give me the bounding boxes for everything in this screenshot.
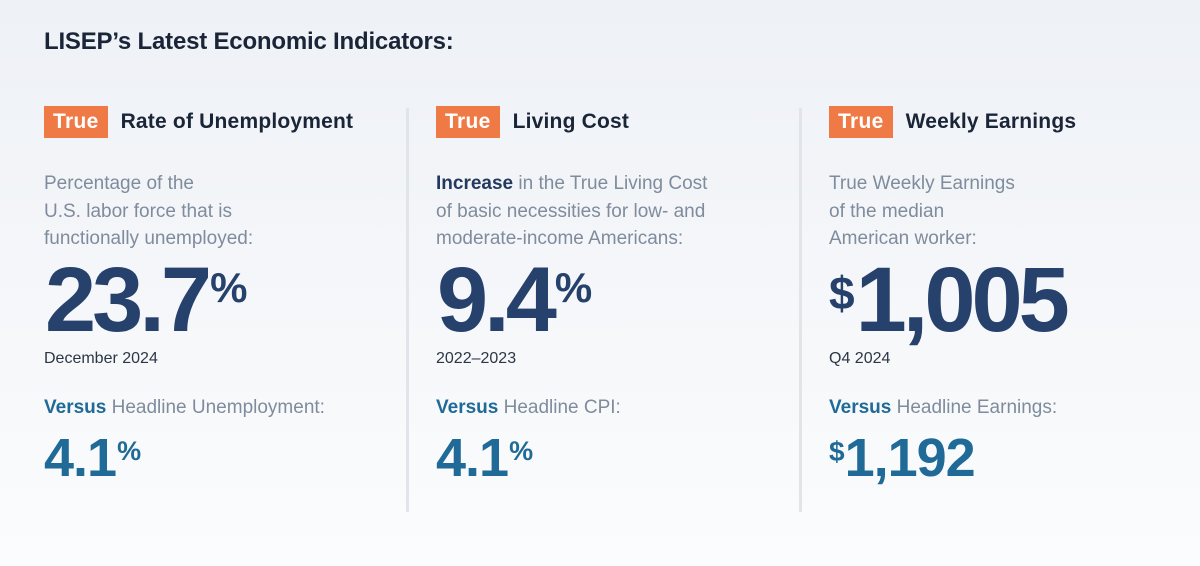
card-title: Rate of Unemployment: [120, 110, 354, 133]
card-header: True Living Cost: [436, 106, 629, 138]
value-number: 1,192: [844, 428, 976, 488]
description-line: American worker:: [829, 228, 977, 249]
page-title: LISEP’s Latest Economic Indicators:: [44, 28, 454, 55]
value-suffix: %: [117, 436, 142, 466]
description-line: True Weekly Earnings: [829, 173, 1015, 194]
true-value: $ 1,005: [829, 249, 1070, 351]
indicator-description: Percentage of the U.S. labor force that …: [44, 170, 384, 253]
true-value: 9.4 %: [436, 250, 592, 350]
value-prefix: $: [829, 436, 845, 467]
card-header: True Rate of Unemployment: [44, 106, 353, 138]
column-divider: [799, 108, 802, 512]
description-line: Percentage of the: [44, 173, 194, 194]
versus-label: Versus Headline Earnings:: [829, 397, 1057, 419]
card-title: Weekly Earnings: [905, 110, 1077, 133]
indicator-card-unemployment: True Rate of Unemployment Percentage of …: [44, 0, 404, 566]
versus-text: Headline Unemployment:: [111, 397, 325, 418]
value-number: 23.7: [45, 249, 212, 351]
headline-value: 4.1 %: [436, 428, 533, 488]
value-number: 4.1: [44, 428, 117, 488]
true-badge: True: [44, 106, 108, 138]
value-prefix: $: [829, 267, 855, 319]
description-line: of the median: [829, 200, 945, 222]
value-suffix: %: [210, 264, 248, 311]
description-line: functionally unemployed:: [44, 228, 254, 249]
column-divider: [406, 108, 409, 512]
description-text: in the True Living Cost: [513, 173, 708, 194]
value-number: 4.1: [436, 428, 509, 488]
versus-keyword: Versus: [44, 397, 112, 418]
headline-value: $ 1,192: [829, 428, 976, 488]
indicator-card-weekly-earnings: True Weekly Earnings True Weekly Earning…: [829, 0, 1189, 566]
period-label: 2022–2023: [436, 350, 517, 367]
card-header: True Weekly Earnings: [829, 106, 1076, 138]
true-badge: True: [829, 106, 893, 138]
versus-label: Versus Headline CPI:: [436, 397, 621, 419]
true-badge: True: [436, 106, 500, 138]
description-line: Increase in the True Living Cost: [436, 170, 776, 198]
headline-value: 4.1 %: [44, 428, 141, 488]
value-number: 9.4: [437, 249, 557, 351]
value-suffix: %: [554, 264, 593, 311]
card-title: Living Cost: [512, 110, 630, 133]
versus-text: Headline Earnings:: [896, 397, 1058, 418]
description-line: of basic necessities for low- and: [436, 200, 706, 222]
description-line: moderate-income Americans:: [436, 228, 684, 249]
value-suffix: %: [509, 436, 534, 466]
versus-keyword: Versus: [436, 397, 504, 418]
versus-label: Versus Headline Unemployment:: [44, 397, 325, 419]
value-number: 1,005: [855, 249, 1070, 351]
description-line: U.S. labor force that is: [44, 200, 232, 222]
description-emphasis: Increase: [436, 173, 514, 194]
period-label: December 2024: [44, 350, 158, 367]
indicator-description: True Weekly Earnings of the median Ameri…: [829, 170, 1169, 253]
versus-keyword: Versus: [829, 397, 897, 418]
indicator-description: Increase in the True Living Cost of basi…: [436, 170, 776, 253]
versus-text: Headline CPI:: [503, 397, 621, 418]
true-value: 23.7 %: [44, 250, 247, 350]
indicator-card-living-cost: True Living Cost Increase in the True Li…: [436, 0, 796, 566]
period-label: Q4 2024: [829, 350, 891, 367]
